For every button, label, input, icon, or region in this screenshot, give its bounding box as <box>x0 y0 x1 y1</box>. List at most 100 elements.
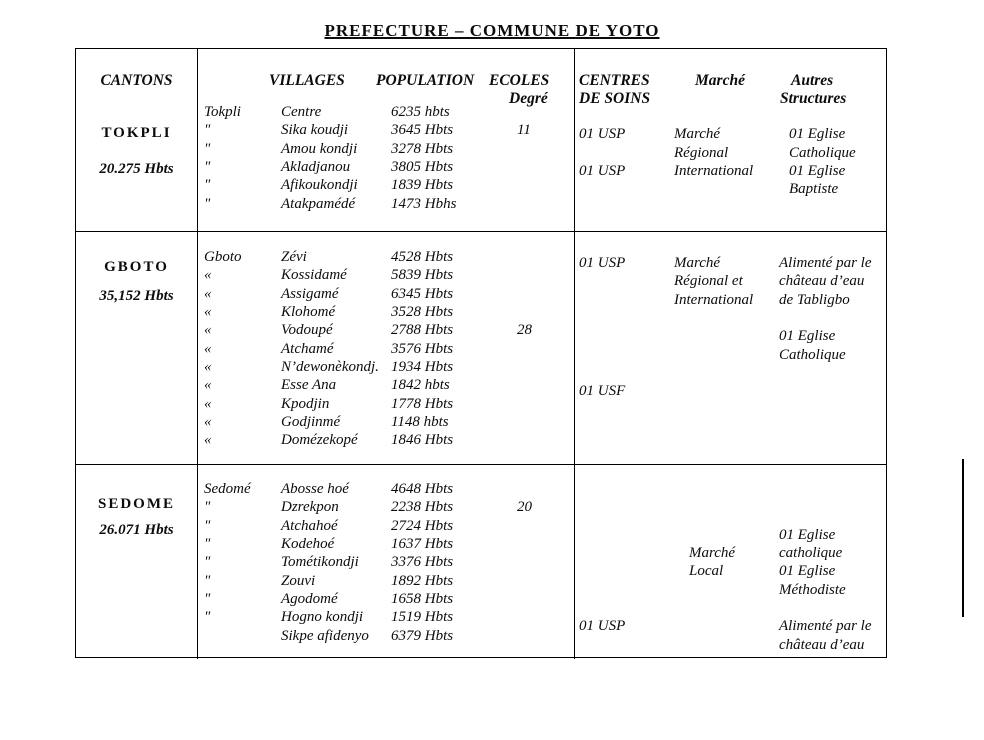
village-population: 6235 hbts <box>391 104 450 120</box>
village-name: Esse Ana <box>281 377 337 394</box>
village-origin: « <box>204 304 212 321</box>
scan-artifact-line <box>962 459 964 617</box>
village-population: 3645 Hbts <box>391 122 454 139</box>
village-row: « Domézekopé 1846 Hbts <box>197 431 574 449</box>
village-population: 1148 hbts <box>391 414 449 431</box>
table-band-gboto: GBOTO 35,152 Hbts Gboto Zévi 4528 Hbts «… <box>76 231 886 464</box>
village-origin: " <box>204 609 211 626</box>
column-divider <box>574 232 575 464</box>
village-row: « Esse Ana 1842 hbts <box>197 376 574 394</box>
centre-de-soins-line <box>579 309 625 327</box>
village-population: 1839 Hbts <box>391 177 454 194</box>
village-origin: " <box>204 536 211 553</box>
village-name: Atakpamédé <box>281 195 356 212</box>
village-origin: " <box>204 499 211 516</box>
village-population: 3278 Hbts <box>391 140 454 157</box>
centre-de-soins-line: 01 USP <box>579 126 626 143</box>
centre-de-soins-line <box>579 489 625 507</box>
village-origin: " <box>204 140 211 157</box>
village-name: N’dewonèkondj. <box>281 359 379 376</box>
village-origin: « <box>204 432 212 449</box>
village-population: 4648 Hbts <box>391 481 454 497</box>
centre-de-soins-line <box>579 346 625 364</box>
village-population: 1658 Hbts <box>391 591 454 608</box>
village-population: 3376 Hbts <box>391 554 454 571</box>
village-population: 3805 Hbts <box>391 159 454 176</box>
column-header-degre: Degré <box>509 90 548 107</box>
autres-structures-line <box>779 599 871 617</box>
village-row: « Vodoupé 2788 Hbts 28 <box>197 321 574 339</box>
village-origin: " <box>204 572 211 589</box>
autres-structures-line: 01 Eglise <box>779 526 836 543</box>
autres-structures-line: 01 Eglise <box>789 163 846 180</box>
autres-structures-line <box>779 507 871 525</box>
village-origin: " <box>204 517 211 534</box>
canton-population: 35,152 Hbts <box>99 288 174 304</box>
centre-de-soins-line <box>579 272 625 290</box>
autres-structures-line: château d’eau <box>779 636 865 653</box>
autres-structures-line <box>789 107 856 125</box>
marche-line: Marché <box>689 545 736 562</box>
autres-structures-line: Baptiste <box>789 181 839 198</box>
village-row: « Kossidamé 5839 Hbts <box>197 266 574 284</box>
village-name: Zévi <box>281 249 307 265</box>
centre-de-soins-line <box>579 581 625 599</box>
autres-structures-line: Alimenté par le <box>779 255 872 271</box>
village-origin: « <box>204 285 212 302</box>
village-row: " Afikoukondji 1839 Hbts <box>197 176 574 194</box>
village-origin: « <box>204 359 212 376</box>
village-name: Kodehoé <box>281 536 335 553</box>
centre-de-soins-line: 01 USP <box>579 163 626 180</box>
village-row: Tokpli Centre 6235 hbts <box>197 103 574 121</box>
village-row: Sedomé Abosse hoé 4648 Hbts <box>197 480 574 498</box>
column-header-structures: Structures <box>780 90 847 107</box>
village-row: « Kpodjin 1778 Hbts <box>197 395 574 413</box>
village-row: Gboto Zévi 4528 Hbts <box>197 248 574 266</box>
village-row: « Godjinmé 1148 hbts <box>197 413 574 431</box>
marche-line: International <box>674 291 754 308</box>
village-origin: " <box>204 195 211 212</box>
village-name: Kossidamé <box>281 267 347 284</box>
column-header-ecoles: ECOLES <box>489 72 550 89</box>
autres-structures-line: de Tabligbo <box>779 291 850 308</box>
centres-de-soins-cell: 01 USP <box>579 489 625 636</box>
village-population: 1846 Hbts <box>391 432 454 449</box>
autres-structures-cell: 01 Eglise catholique 01 Eglise Méthodiste Al… <box>779 489 871 654</box>
village-origin: « <box>204 395 212 412</box>
marche-line <box>689 489 735 507</box>
village-name: Atchamé <box>281 340 334 357</box>
centres-de-soins-cell: 01 USP 01 USP <box>579 107 625 180</box>
centre-de-soins-line <box>579 562 625 580</box>
village-population: 1473 Hbhs <box>391 195 457 212</box>
village-row: " Kodehoé 1637 Hbts <box>197 535 574 553</box>
village-population: 3528 Hbts <box>391 304 454 321</box>
village-row: « Assigamé 6345 Hbts <box>197 285 574 303</box>
village-population: 5839 Hbts <box>391 267 454 284</box>
marche-line: Marché <box>674 126 721 143</box>
marche-cell: Marché Régional et International <box>674 254 753 309</box>
village-row: " Agodomé 1658 Hbts <box>197 590 574 608</box>
prefecture-table: CANTONS VILLAGES POPULATION ECOLES Degré… <box>75 48 887 659</box>
centre-de-soins-line <box>579 507 625 525</box>
village-name: Akladjanou <box>281 159 351 176</box>
village-origin: Tokpli <box>204 104 241 120</box>
column-header-cantons: CANTONS <box>100 72 173 89</box>
village-name: Tométikondji <box>281 554 359 571</box>
autres-structures-line: Catholique <box>779 346 846 363</box>
centre-de-soins-line <box>579 599 625 617</box>
autres-structures-line: château d’eau <box>779 273 865 290</box>
village-name: Agodomé <box>281 591 338 608</box>
village-population: 3576 Hbts <box>391 340 454 357</box>
centre-de-soins-line: 01 USP <box>579 618 626 635</box>
village-list: Sedomé Abosse hoé 4648 Hbts " Dzrekpon 2… <box>197 480 574 645</box>
village-origin: " <box>204 554 211 571</box>
column-divider <box>197 232 198 464</box>
village-name: Sika koudji <box>281 122 349 139</box>
village-row: " Tométikondji 3376 Hbts <box>197 553 574 571</box>
autres-structures-line: 01 Eglise <box>779 328 836 345</box>
village-origin: " <box>204 177 211 194</box>
village-population: 6345 Hbts <box>391 285 454 302</box>
village-population: 6379 Hbts <box>391 627 454 644</box>
autres-structures-line: Catholique <box>789 144 856 161</box>
village-ecoles-count: 28 <box>517 322 532 339</box>
